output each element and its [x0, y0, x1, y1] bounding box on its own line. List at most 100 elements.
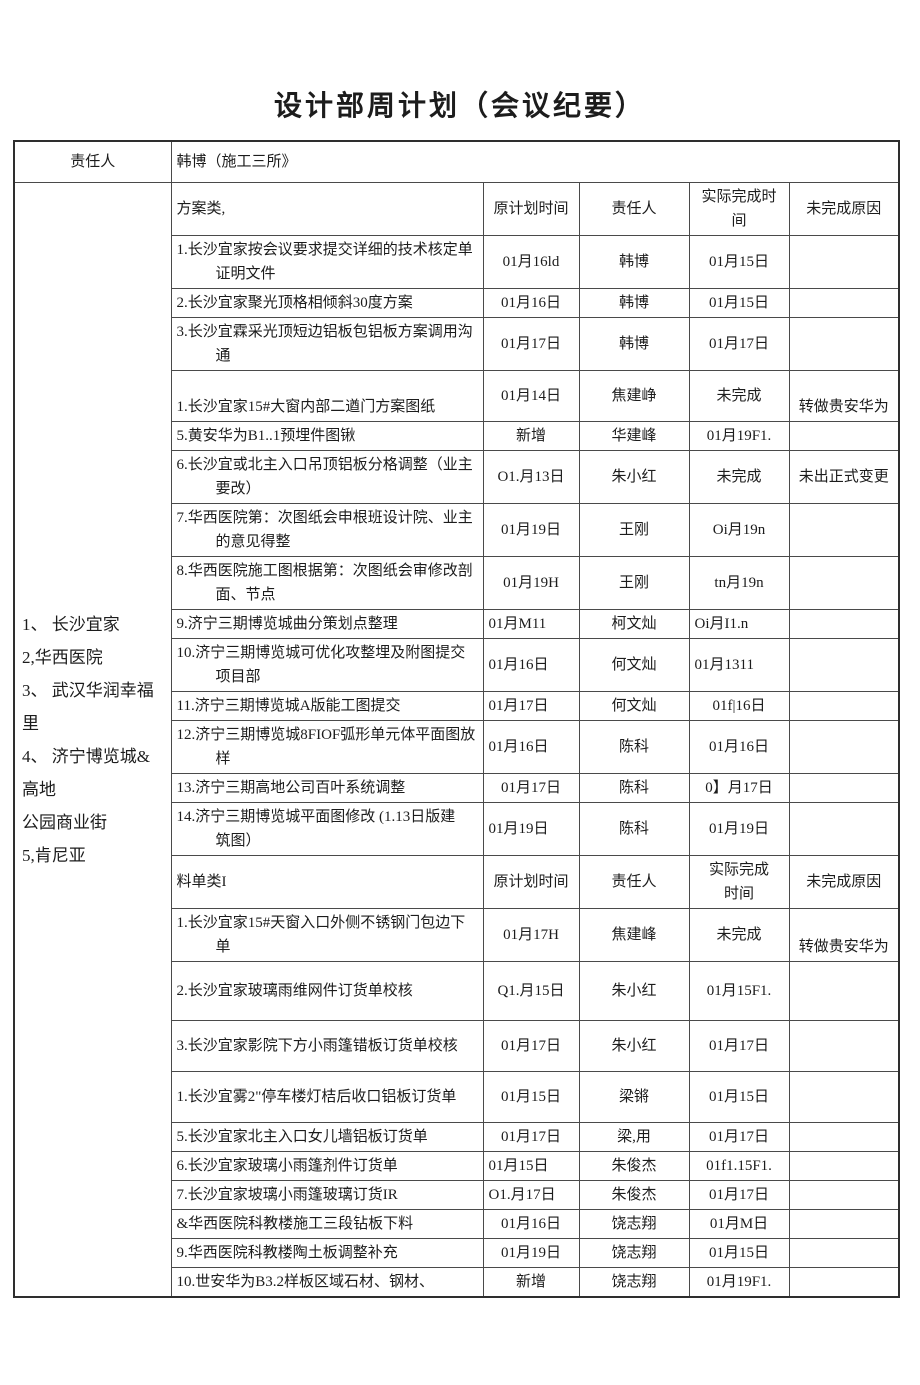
actual-date-cell: 01月M日 — [688, 1209, 790, 1239]
text-line: 6.长沙宜家玻璃小雨篷剂件订货单 — [176, 1158, 398, 1174]
table-row: 8.华西医院施工图根据第：次图纸会审修改剖 面、节点 01月19H 王刚 tn月19n — [14, 556, 900, 610]
table-row: 3.长沙宜霖采光顶短边铝板包铝板方案调用沟通 01月17日 韩博 01月17日 — [14, 317, 900, 371]
planned-date-cell: 01月16日 — [482, 288, 580, 318]
owner-cell: 朱小红 — [578, 961, 690, 1021]
planned-time-header: 原计划时间 — [482, 182, 580, 236]
table-row: 5.长沙宜家北主入口女儿墙铝板订货单 01月17日 梁,用 01月17日 — [14, 1122, 900, 1152]
reason-cell — [788, 638, 900, 692]
reason-cell — [788, 1071, 900, 1123]
text-line: 10.济宁三期博览城可优化攻整埋及附图提交 — [176, 645, 466, 661]
text-line: 9.济宁三期博览城曲分策划点整理 — [176, 616, 398, 632]
actual-time-header: 实际完成时间 — [688, 182, 790, 236]
planned-date-cell: 新增 — [482, 421, 580, 451]
planned-date-cell: 01月19日 — [482, 503, 580, 557]
section-header-row: 料单类I 原计划时间 责任人 实际完成 时间 未完成原因 — [14, 855, 900, 909]
actual-date-cell: 01月19F1. — [688, 421, 790, 451]
owner-cell: 韩博 — [578, 235, 690, 289]
owner-cell: 朱俊杰 — [578, 1180, 690, 1210]
text-line: 面、节点 — [215, 587, 276, 603]
planned-date-cell: 新增 — [482, 1267, 580, 1298]
owner-row: 责任人 韩博（施工三所》 — [13, 140, 900, 183]
table-row: 2.长沙宜家玻璃雨维网件订货单校核 Q1.月15日 朱小红 01月15F1. — [14, 961, 900, 1021]
text-line: 实际完成 — [708, 862, 769, 878]
reason-cell — [788, 1267, 900, 1298]
planned-date-cell: 01月17日 — [482, 773, 580, 803]
text-line: 2.长沙宜家聚光顶格相倾斜30度方案 — [176, 295, 413, 311]
reason-cell — [788, 421, 900, 451]
plan-table-body: 责任人 韩博（施工三所》 1、 长沙宜家 2,华西医院 3、 武汉华润幸福里 4、 济… — [13, 140, 900, 1298]
actual-date-cell: 未完成 — [688, 370, 790, 422]
text-line: 3.长沙宜家影院下方小雨篷错板订货单校核 — [176, 1038, 458, 1054]
owner-cell: 朱俊杰 — [578, 1151, 690, 1181]
table-row: 7.长沙宜家坡璃小雨篷玻璃订货IR O1.月17日 朱俊杰 01月17日 — [14, 1180, 900, 1210]
reason-cell — [788, 609, 900, 639]
reason-cell — [788, 691, 900, 721]
planned-date-cell: 01月17日 — [482, 691, 580, 721]
reason-header: 未完成原因 — [788, 855, 900, 909]
reason-cell — [788, 235, 900, 289]
actual-date-cell: 01月15日 — [688, 1238, 790, 1268]
task-cell: 1.长沙宜家按会议要求提交详细的技术核定单证明文件 — [170, 235, 484, 289]
task-cell: 1.长沙宜家15#大窗内部二遒门方案图纸 — [170, 370, 484, 422]
text-line: 5.黄安华为B1..1预埋件图锹 — [176, 428, 356, 444]
reason-cell — [788, 1209, 900, 1239]
text-line: 5,肯尼亚 — [22, 845, 86, 865]
planned-date-cell: 01月19H — [482, 556, 580, 610]
table-row: 1.长沙宜家15#天窗入口外侧不锈钢门包边下单 01月17H 焦建峰 未完成 转做贵安华… — [14, 908, 900, 962]
planned-date-cell: 01月19日 — [482, 802, 580, 856]
reason-cell — [788, 773, 900, 803]
actual-date-cell: tn月19n — [688, 556, 790, 610]
task-cell: 6.长沙宜或北主入口吊顶铝板分格调整（业主要改） — [170, 450, 484, 504]
reason-cell — [788, 1238, 900, 1268]
actual-date-cell: 01月15日 — [688, 235, 790, 289]
page-title: 设计部周计划（会议纪要） — [273, 91, 646, 122]
planned-date-cell: 01月17日 — [482, 317, 580, 371]
text-line: 要改） — [215, 481, 261, 497]
actual-date-cell: Oi月I1.n — [688, 609, 790, 639]
actual-date-cell: 未完成 — [688, 450, 790, 504]
reason-cell: 未出正式变更 — [788, 450, 900, 504]
text-line: 3.长沙宜霖采光顶短边铝板包铝板方案调用沟 — [176, 324, 473, 340]
text-line: 6.长沙宜或北主入口吊顶铝板分格调整（业主 — [176, 457, 473, 473]
section-header-row: 1、 长沙宜家 2,华西医院 3、 武汉华润幸福里 4、 济宁博览城&高地 公园商业街 5… — [13, 182, 900, 1298]
text-line: 4、 济宁博览城&高地 — [22, 746, 150, 799]
text-line: 2,华西医院 — [22, 647, 103, 667]
text-line: 1.长沙宜家按会议要求提交详细的技术核定单 — [176, 242, 473, 258]
planned-date-cell: O1.月13日 — [482, 450, 580, 504]
owner-label: 责任人 — [13, 140, 172, 183]
task-cell: &华西医院科教楼施工三段钻板下料 — [170, 1209, 484, 1239]
actual-date-cell: 0】月17日 — [688, 773, 790, 803]
owner-cell: 何文灿 — [578, 691, 690, 721]
reason-cell: 转做贵安华为 — [788, 370, 900, 422]
actual-date-cell: 01月17日 — [688, 317, 790, 371]
owner-cell: 陈科 — [578, 773, 690, 803]
text-line: 通 — [215, 348, 231, 364]
reason-cell — [788, 1122, 900, 1152]
task-cell: 5.长沙宜家北主入口女儿墙铝板订货单 — [170, 1122, 484, 1152]
task-cell: 8.华西医院施工图根据第：次图纸会审修改剖 面、节点 — [170, 556, 484, 610]
text-line: 时间 — [723, 886, 754, 902]
planned-date-cell: 01月17日 — [482, 1020, 580, 1072]
reason-cell — [788, 720, 900, 774]
owner-cell: 陈科 — [578, 720, 690, 774]
planned-time-header: 原计划时间 — [482, 855, 580, 909]
task-cell: 2.长沙宜家玻璃雨维网件订货单校核 — [170, 961, 484, 1021]
owner-cell: 朱小红 — [578, 1020, 690, 1072]
planned-date-cell: 01月15日 — [482, 1151, 580, 1181]
task-cell: 5.黄安华为B1..1预埋件图锹 — [170, 421, 484, 451]
owner-header: 责任人 — [578, 855, 690, 909]
actual-date-cell: 01月17日 — [688, 1020, 790, 1072]
text-line: 3、 武汉华润幸福里 — [22, 680, 154, 733]
owner-cell: 王刚 — [578, 556, 690, 610]
text-line: 14.济宁三期博览城平面图修改 (1.13日版建 — [176, 809, 456, 825]
table-row: 6.长沙宜或北主入口吊顶铝板分格调整（业主 要改） O1.月13日 朱小红 未完成 未出正… — [14, 450, 900, 504]
project-list-cell: 1、 长沙宜家 2,华西医院 3、 武汉华润幸福里 4、 济宁博览城&高地 公园商业街 5… — [13, 182, 172, 1298]
actual-date-cell: 01月15F1. — [688, 961, 790, 1021]
text-line: 9.华西医院科教楼陶土板调整补充 — [176, 1245, 398, 1261]
text-line: 证明文件 — [215, 266, 276, 282]
text-line: 1.长沙宜家15#大窗内部二遒门方案图纸 — [176, 399, 436, 415]
owner-cell: 王刚 — [578, 503, 690, 557]
reason-cell — [788, 1180, 900, 1210]
table-row: 10.世安华为B3.2样板区域石材、钢材、 新增 饶志翔 01月19F1. — [14, 1267, 900, 1298]
task-cell: 9.济宁三期博览城曲分策划点整理 — [170, 609, 484, 639]
